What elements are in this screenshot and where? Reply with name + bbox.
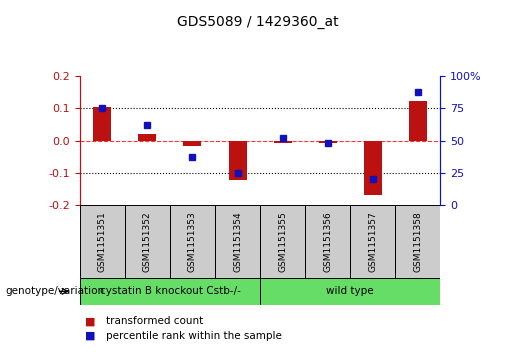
Bar <box>80 205 125 278</box>
Bar <box>80 278 260 305</box>
Text: GSM1151353: GSM1151353 <box>188 211 197 272</box>
Bar <box>229 140 247 180</box>
Text: GSM1151356: GSM1151356 <box>323 211 332 272</box>
Bar <box>125 205 170 278</box>
Bar <box>364 140 382 195</box>
Bar <box>215 205 260 278</box>
Text: wild type: wild type <box>327 286 374 296</box>
Bar <box>350 205 396 278</box>
Text: percentile rank within the sample: percentile rank within the sample <box>106 331 282 341</box>
Bar <box>260 205 305 278</box>
Bar <box>319 140 337 143</box>
Bar <box>305 205 350 278</box>
Text: GDS5089 / 1429360_at: GDS5089 / 1429360_at <box>177 15 338 29</box>
Text: transformed count: transformed count <box>106 316 203 326</box>
Bar <box>260 278 440 305</box>
Text: GSM1151357: GSM1151357 <box>368 211 377 272</box>
Text: ■: ■ <box>85 316 95 326</box>
Text: genotype/variation: genotype/variation <box>5 286 104 296</box>
Bar <box>170 205 215 278</box>
Bar <box>93 107 111 140</box>
Bar <box>396 205 440 278</box>
Bar <box>139 134 157 140</box>
Text: GSM1151358: GSM1151358 <box>414 211 422 272</box>
Text: GSM1151355: GSM1151355 <box>278 211 287 272</box>
Text: GSM1151354: GSM1151354 <box>233 211 242 272</box>
Text: GSM1151352: GSM1151352 <box>143 211 152 272</box>
Bar <box>183 140 201 146</box>
Text: GSM1151351: GSM1151351 <box>98 211 107 272</box>
Text: cystatin B knockout Cstb-/-: cystatin B knockout Cstb-/- <box>99 286 241 296</box>
Text: ■: ■ <box>85 331 95 341</box>
Bar <box>409 101 427 140</box>
Bar <box>273 140 291 143</box>
